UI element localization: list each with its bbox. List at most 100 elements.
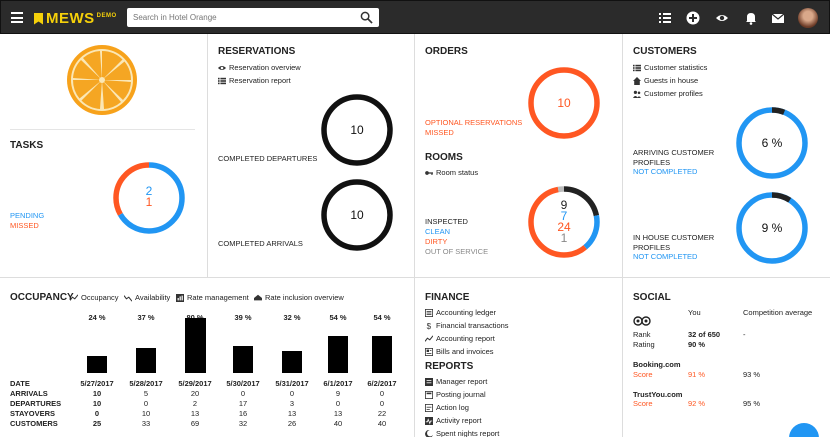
spent-nights-report-link[interactable]: Spent nights report — [425, 429, 499, 437]
in-house-not-completed[interactable]: NOT COMPLETED — [633, 252, 698, 261]
ledger-icon — [425, 309, 433, 318]
list-icon[interactable] — [658, 11, 672, 25]
tab-occupancy[interactable]: Occupancy — [70, 293, 119, 302]
rooms-ring-chart[interactable] — [526, 184, 602, 260]
tasks-ring-chart[interactable] — [111, 160, 187, 236]
manager-report-link[interactable]: Manager report — [425, 377, 487, 387]
mews-logo[interactable]: MEWS DEMO — [34, 10, 117, 27]
dirty-label[interactable]: DIRTY — [425, 237, 448, 246]
occupancy-cell: 25 — [92, 419, 102, 428]
accounting-report-link[interactable]: Accounting report — [425, 334, 495, 343]
guests-in-house-link[interactable]: Guests in house — [633, 76, 698, 86]
arriving-not-completed[interactable]: NOT COMPLETED — [633, 167, 698, 176]
occupancy-cell: 0 — [289, 389, 295, 398]
room-status-link[interactable]: Room status — [425, 168, 478, 177]
tasks-pending-label[interactable]: PENDING — [10, 211, 45, 220]
occupancy-cell: 0 — [240, 389, 246, 398]
occupancy-bar[interactable] — [87, 356, 107, 373]
in-house-profiles-label: IN HOUSE CUSTOMER — [633, 233, 715, 242]
home-icon — [633, 77, 641, 86]
booking-score-comp: 93 % — [743, 370, 761, 379]
orders-ring-chart[interactable] — [526, 65, 602, 141]
arriving-profiles-ring-chart[interactable] — [734, 105, 810, 181]
bell-icon[interactable] — [744, 11, 758, 25]
occupancy-row-label: ARRIVALS — [10, 389, 48, 398]
posting-journal-link[interactable]: Posting journal — [425, 390, 486, 400]
occupancy-cell: 13 — [287, 409, 297, 418]
tab-availability[interactable]: Availability — [124, 293, 170, 302]
invoice-icon — [425, 348, 433, 357]
occupancy-percent: 37 % — [137, 313, 155, 322]
occupancy-percent: 54 % — [329, 313, 347, 322]
occupancy-cell: 20 — [190, 389, 200, 398]
bills-and-invoices-link[interactable]: Bills and invoices — [425, 347, 494, 357]
occupancy-panel — [0, 278, 415, 437]
mail-icon[interactable] — [771, 11, 785, 25]
dollar-icon: $ — [427, 322, 432, 330]
occupancy-cell: 0 — [379, 399, 385, 408]
out-of-service-label[interactable]: OUT OF SERVICE — [425, 247, 489, 256]
occupancy-cell: 33 — [141, 419, 151, 428]
inspected-label[interactable]: INSPECTED — [425, 217, 468, 226]
occupancy-percent: 54 % — [373, 313, 391, 322]
arrivals-ring-chart[interactable] — [319, 177, 395, 253]
eye-icon[interactable] — [715, 11, 729, 25]
reservation-overview-link[interactable]: Reservation overview — [218, 63, 301, 72]
occupancy-cell: 5/31/2017 — [275, 379, 309, 388]
search-input[interactable] — [127, 8, 347, 27]
in-house-profiles-value: 9 % — [761, 221, 783, 235]
tasks-missed-label[interactable]: MISSED — [10, 221, 39, 230]
departures-ring-chart[interactable] — [319, 92, 395, 168]
occupancy-bar[interactable] — [282, 351, 302, 373]
occupancy-cell: 6/2/2017 — [367, 379, 397, 388]
occupancy-cell: 13 — [333, 409, 343, 418]
rooms-title: ROOMS — [425, 152, 463, 163]
social-col-you: You — [688, 308, 701, 317]
occupancy-bar[interactable] — [184, 318, 206, 373]
occupancy-cell: 0 — [335, 399, 341, 408]
dirty-value: 24 — [557, 220, 571, 234]
occupancy-bar[interactable] — [372, 336, 392, 373]
occupancy-bar[interactable] — [233, 346, 253, 373]
menu-icon[interactable] — [11, 12, 23, 23]
bed-icon — [254, 294, 262, 301]
occupancy-bar[interactable] — [328, 336, 348, 373]
tab-rate-inclusion-overview[interactable]: Rate inclusion overview — [254, 293, 344, 302]
accounting-ledger-link[interactable]: Accounting ledger — [425, 308, 496, 318]
orders-value: 10 — [557, 96, 571, 110]
help-chat-button[interactable] — [789, 423, 819, 437]
in-house-profiles-ring-chart[interactable] — [734, 190, 810, 266]
occupancy-cell: 5/28/2017 — [129, 379, 163, 388]
activity-report-link[interactable]: Activity report — [425, 416, 481, 426]
tab-rate-management[interactable]: Rate management — [176, 293, 249, 303]
customer-statistics-link[interactable]: Customer statistics — [633, 63, 707, 72]
reservation-report-link[interactable]: Reservation report — [218, 76, 291, 85]
orders-missed-label[interactable]: MISSED — [425, 128, 454, 137]
trend-icon — [70, 294, 78, 301]
clean-label[interactable]: CLEAN — [425, 227, 451, 236]
optional-reservations-label[interactable]: OPTIONAL RESERVATIONS — [425, 118, 523, 127]
clean-value: 7 — [560, 209, 568, 223]
customer-profiles-link[interactable]: Customer profiles — [633, 89, 703, 99]
search-icon[interactable] — [360, 11, 373, 24]
activity-icon — [425, 417, 433, 426]
occupancy-cell: 3 — [289, 399, 295, 408]
social-title: SOCIAL — [633, 292, 671, 303]
svg-text:$: $ — [427, 322, 432, 330]
reservations-panel — [208, 34, 415, 278]
user-avatar[interactable] — [798, 8, 818, 28]
booking-name: Booking.com — [633, 360, 681, 369]
social-col-competition: Competition average — [743, 308, 813, 317]
occupancy-bar[interactable] — [136, 348, 156, 373]
occupancy-percent: 80 % — [170, 313, 220, 322]
occupancy-row-label: CUSTOMERS — [10, 419, 58, 428]
occupancy-cell: 13 — [190, 409, 200, 418]
occupancy-title: OCCUPANCY — [10, 292, 74, 303]
financial-transactions-link[interactable]: $ Financial transactions — [426, 321, 509, 331]
report-icon — [425, 378, 433, 387]
action-log-link[interactable]: Action log — [425, 403, 469, 413]
tripadvisor-rank-label: Rank — [633, 330, 651, 339]
tasks-panel — [0, 34, 208, 278]
add-icon[interactable] — [686, 11, 700, 25]
out-of-service-value: 1 — [560, 231, 568, 245]
